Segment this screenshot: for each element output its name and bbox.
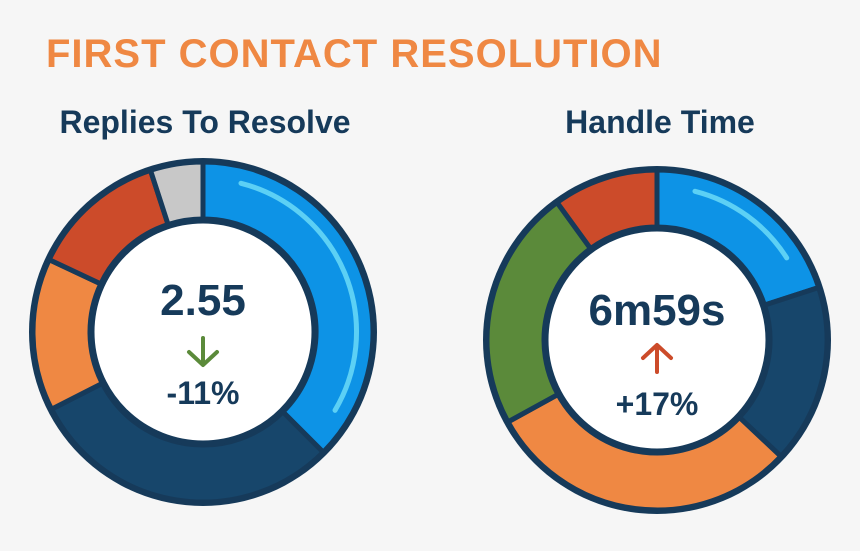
trend-up-icon [641, 343, 673, 374]
arrow-shape [641, 343, 673, 374]
chart-title-replies: Replies To Resolve [59, 104, 351, 140]
trend-down-icon [187, 336, 219, 367]
arrow-shape [187, 336, 219, 367]
change-percent-handle-time: +17% [616, 386, 699, 422]
center-value-handle-time: 6m59s [588, 286, 725, 335]
change-percent-replies: -11% [167, 375, 240, 411]
donut-center [89, 218, 317, 446]
center-value-replies: 2.55 [160, 276, 246, 325]
donut-replies-to-resolve [29, 158, 377, 506]
page-title: FIRST CONTACT RESOLUTION [46, 32, 663, 76]
slice-highlight [238, 180, 359, 413]
chart-title-handle-time: Handle Time [565, 104, 755, 140]
donut-handle-time [483, 166, 831, 514]
slice-highlight [692, 188, 790, 261]
donut-center [543, 226, 771, 454]
